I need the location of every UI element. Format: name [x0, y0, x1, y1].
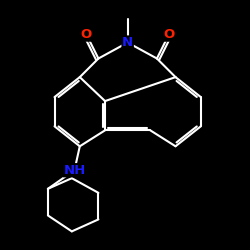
Text: N: N	[122, 36, 133, 49]
Text: O: O	[163, 28, 174, 41]
Text: NH: NH	[63, 164, 86, 177]
Text: O: O	[81, 28, 92, 41]
